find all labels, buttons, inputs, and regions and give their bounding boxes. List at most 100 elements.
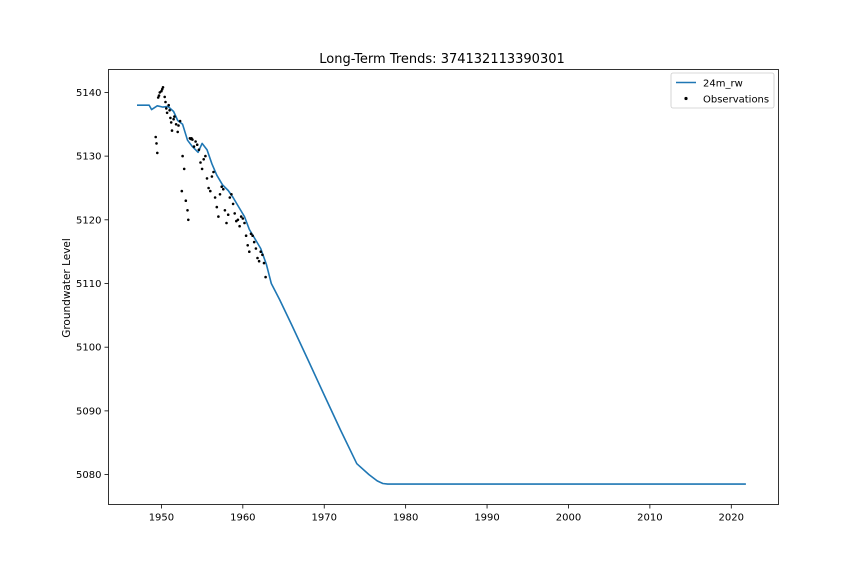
observation-point	[225, 221, 228, 225]
observation-point	[210, 175, 214, 178]
observation-point	[164, 100, 167, 104]
y-tick-label: 5120	[76, 215, 101, 226]
observation-point	[184, 199, 188, 202]
observation-point	[154, 135, 157, 139]
observation-point	[192, 145, 196, 148]
observation-point	[191, 138, 194, 141]
observation-point	[231, 202, 235, 206]
observation-point	[161, 86, 165, 89]
observation-point	[187, 218, 190, 222]
observation-point	[167, 103, 170, 107]
legend-label-observations: Observations	[703, 95, 769, 106]
x-tick-label: 1950	[149, 513, 174, 524]
plot-area	[137, 86, 746, 485]
observation-point	[230, 193, 233, 196]
x-axis: 1950 1960 1970 1980 1990 2000 2010 2020	[149, 504, 744, 524]
observation-point	[195, 143, 199, 146]
observation-point	[160, 89, 163, 93]
observation-point	[181, 154, 184, 158]
observation-point	[243, 221, 246, 225]
observation-point	[236, 218, 240, 222]
observation-point	[218, 193, 222, 196]
observation-point	[241, 217, 245, 220]
observation-point	[222, 187, 225, 191]
observation-point	[177, 124, 180, 127]
observation-point	[170, 129, 174, 132]
x-tick-label: 1960	[230, 513, 255, 524]
observation-point	[228, 196, 232, 199]
y-axis: 5080 5090 5100 5110 5120 5130 5140	[76, 88, 109, 481]
observation-point	[180, 189, 184, 193]
observation-point	[252, 240, 256, 244]
observation-point	[155, 142, 158, 145]
observation-point	[200, 167, 204, 171]
series-line-24m-rw	[137, 104, 746, 485]
observation-point	[259, 250, 263, 253]
observation-point	[165, 111, 169, 115]
x-tick-label: 1980	[393, 513, 418, 524]
x-tick-label: 1970	[312, 513, 337, 524]
observation-point	[204, 154, 207, 158]
y-tick-label: 5080	[76, 470, 101, 481]
observation-point	[238, 224, 241, 228]
observation-point	[212, 170, 215, 174]
observation-point	[223, 209, 227, 212]
observation-point	[182, 167, 186, 171]
observation-point	[169, 121, 173, 124]
y-tick-label: 5130	[76, 152, 101, 163]
observation-point	[246, 244, 249, 247]
y-tick-label: 5140	[76, 88, 101, 99]
y-tick-label: 5090	[76, 406, 101, 417]
observation-point	[264, 275, 267, 279]
y-tick-label: 5110	[76, 279, 101, 290]
plot-frame	[108, 69, 779, 505]
x-tick-label: 2020	[719, 513, 744, 524]
legend-dot-swatch	[684, 96, 688, 101]
observation-point	[233, 212, 236, 215]
observation-point	[249, 232, 253, 236]
y-axis-label: Groundwater Level	[61, 238, 73, 338]
observation-point	[163, 95, 166, 99]
observation-point	[165, 107, 168, 110]
observation-point	[257, 259, 261, 263]
observation-point	[215, 205, 219, 209]
observation-point	[251, 234, 254, 237]
y-tick-label: 5100	[76, 343, 101, 354]
legend: 24m_rw Observations	[670, 72, 775, 109]
observation-point	[254, 247, 258, 250]
legend-label-line: 24m_rw	[703, 79, 743, 90]
observation-point	[169, 116, 172, 120]
observation-point	[168, 109, 171, 112]
observation-point	[178, 119, 182, 123]
observation-point	[157, 94, 161, 97]
observation-point	[176, 130, 179, 134]
x-tick-label: 2010	[637, 513, 662, 524]
observation-point	[207, 186, 210, 190]
observation-point	[261, 253, 264, 257]
observation-point	[156, 151, 159, 155]
observation-point	[197, 148, 201, 151]
observation-point	[199, 161, 202, 164]
observation-point	[202, 158, 205, 161]
observation-point	[239, 215, 243, 218]
legend-box	[670, 72, 775, 109]
observation-point	[248, 250, 251, 253]
x-tick-label: 2000	[556, 513, 581, 524]
observation-point	[217, 215, 220, 218]
observation-point	[194, 140, 197, 143]
observation-point	[209, 189, 212, 193]
observation-point	[205, 177, 209, 180]
observation-point	[172, 117, 175, 121]
observation-point	[186, 209, 189, 212]
chart-title: Long-Term Trends: 374132113390301	[319, 52, 565, 67]
x-tick-label: 1990	[474, 513, 499, 524]
observation-point	[220, 185, 223, 188]
observation-point	[262, 261, 266, 265]
observation-point	[213, 196, 217, 199]
observation-point	[226, 213, 230, 216]
observation-point	[244, 234, 248, 237]
observation-point	[256, 256, 259, 260]
observation-point	[173, 115, 176, 118]
observation-point	[174, 123, 178, 126]
